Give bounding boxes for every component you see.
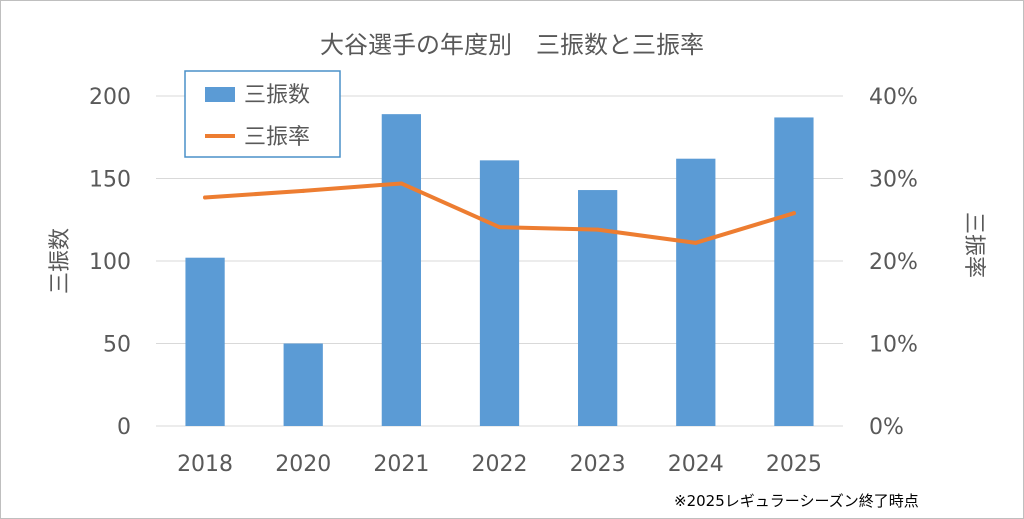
bar-2023 (578, 190, 618, 426)
bar-2021 (381, 114, 421, 427)
legend-box (184, 70, 341, 158)
line-point-2023 (595, 227, 600, 232)
right-axis-title: 三振率 (961, 212, 986, 278)
line-point-2025 (791, 211, 796, 216)
bar-2018 (185, 257, 225, 426)
x-tick-label: 2024 (668, 452, 724, 477)
x-tick-label: 2022 (472, 452, 528, 477)
left-tick-label: 150 (89, 168, 131, 193)
bar-series (185, 114, 814, 427)
left-tick-label: 0 (117, 415, 131, 440)
left-axis-title: 三振数 (48, 228, 73, 294)
legend-bar-label: 三振数 (244, 83, 310, 108)
right-tick-label: 10% (869, 333, 918, 358)
line-point-2020 (301, 188, 306, 193)
x-tick-label: 2025 (766, 452, 822, 477)
right-tick-label: 0% (869, 415, 904, 440)
footnote: ※2025レギュラーシーズン終了時点 (674, 492, 919, 510)
chart-title: 大谷選手の年度別 三振数と三振率 (320, 31, 704, 59)
legend-bar-swatch (205, 87, 235, 102)
x-axis-ticks: 2018 2020 2021 2022 2023 2024 2025 (177, 452, 822, 477)
x-tick-label: 2023 (570, 452, 626, 477)
bar-2025 (774, 117, 814, 426)
x-tick-label: 2021 (373, 452, 429, 477)
line-series (203, 181, 796, 245)
bar-2024 (676, 158, 716, 426)
right-tick-label: 20% (869, 250, 918, 275)
x-tick-label: 2018 (177, 452, 233, 477)
bar-2020 (283, 343, 323, 426)
line-point-2018 (203, 195, 208, 200)
line-point-2022 (497, 225, 502, 230)
right-axis-ticks: 0% 10% 20% 30% 40% (869, 85, 918, 440)
right-tick-label: 40% (869, 85, 918, 110)
legend-line-label: 三振率 (244, 125, 310, 150)
left-tick-label: 200 (89, 85, 131, 110)
left-tick-label: 50 (103, 333, 131, 358)
line-point-2024 (693, 240, 698, 245)
line-point-2021 (399, 181, 404, 186)
bar-2022 (479, 160, 520, 426)
right-tick-label: 30% (869, 168, 918, 193)
legend: 三振数 三振率 (184, 70, 341, 158)
x-tick-label: 2020 (275, 452, 331, 477)
left-tick-label: 100 (89, 250, 131, 275)
left-axis-ticks: 0 50 100 150 200 (89, 85, 131, 440)
